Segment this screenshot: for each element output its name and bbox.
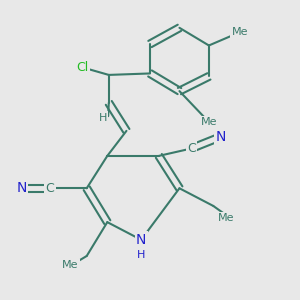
Text: H: H (99, 112, 107, 123)
Text: Me: Me (201, 117, 217, 127)
Text: N: N (17, 181, 27, 195)
Text: H: H (137, 250, 146, 260)
Text: Me: Me (62, 260, 79, 270)
Text: N: N (215, 130, 226, 144)
Text: Me: Me (232, 27, 248, 37)
Text: C: C (187, 142, 196, 155)
Text: Cl: Cl (76, 61, 88, 74)
Text: N: N (136, 233, 146, 247)
Text: C: C (46, 182, 54, 195)
Text: Me: Me (218, 213, 235, 223)
